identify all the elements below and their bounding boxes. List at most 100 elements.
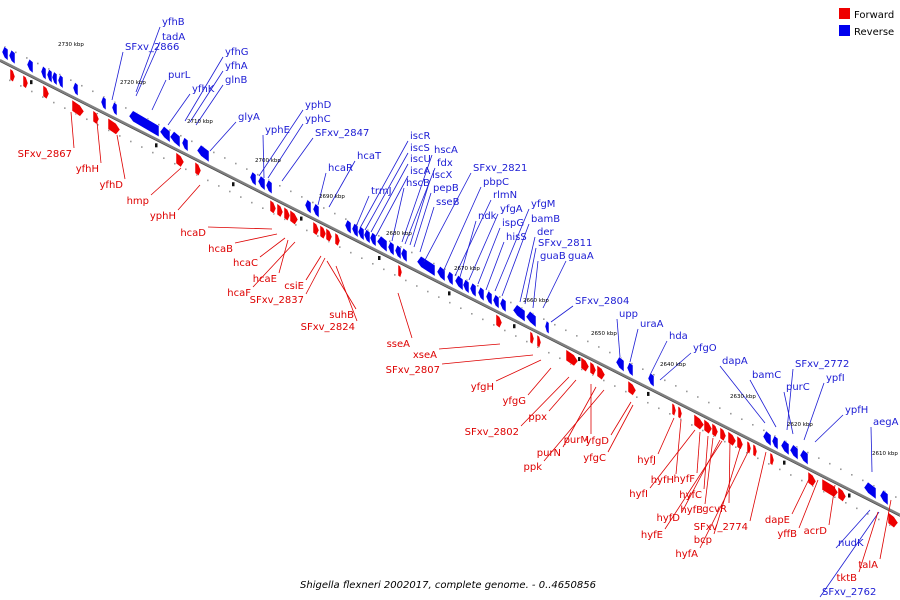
forward-track-dot xyxy=(614,385,616,387)
forward-track-dot xyxy=(680,418,682,421)
forward-gene-label-hyfi: hyfI xyxy=(629,489,648,500)
forward-track-dot xyxy=(537,346,539,348)
reverse-leader-pepb xyxy=(413,192,432,248)
reverse-gene-label-glnb: glnB xyxy=(225,75,247,86)
forward-gene-arrow-5 xyxy=(107,117,121,135)
forward-track-dot xyxy=(262,207,264,209)
forward-gene-arrow-7 xyxy=(194,161,202,177)
forward-leader-yfhd xyxy=(116,134,126,180)
forward-gene-label-ppx: ppx xyxy=(528,412,547,423)
reverse-track-dot xyxy=(323,207,325,209)
forward-gene-label-dape: dapE xyxy=(765,515,790,526)
reverse-leader-upp xyxy=(616,318,621,358)
forward-track-dot xyxy=(97,124,99,126)
reverse-leader-hcat xyxy=(328,160,356,208)
reverse-gene-arrow-38 xyxy=(499,297,507,313)
reverse-gene-arrow-44 xyxy=(647,372,655,388)
reverse-gene-label-sfxv-2847: SFxv_2847 xyxy=(315,128,369,139)
tick-mark xyxy=(155,143,158,148)
reverse-leader-ypfi xyxy=(803,382,825,441)
reverse-track-dot xyxy=(191,140,193,143)
reverse-gene-arrow-10 xyxy=(128,110,160,138)
reverse-gene-label-hiss: hisS xyxy=(506,232,527,243)
forward-gene-label-yfgh: yfgH xyxy=(471,382,494,393)
reverse-gene-arrow-48 xyxy=(789,444,799,461)
reverse-track-dot xyxy=(554,323,556,326)
reverse-track-dot xyxy=(158,123,160,126)
forward-gene-label-hyfj: hyfJ xyxy=(637,455,656,466)
forward-track-dot xyxy=(746,451,748,454)
forward-gene-arrow-8 xyxy=(269,199,277,215)
forward-leader-purn xyxy=(562,386,597,448)
kbp-label-2670-kbp: 2670 kbp xyxy=(454,266,480,272)
reverse-track-dot xyxy=(257,173,259,176)
reverse-track-dot xyxy=(334,212,336,215)
reverse-track-dot xyxy=(818,457,820,459)
reverse-gene-arrow-32 xyxy=(454,275,464,291)
reverse-gene-label-uraa: uraA xyxy=(640,319,664,330)
reverse-track-dot xyxy=(741,418,743,421)
reverse-leader-bamb xyxy=(501,223,530,297)
tick-mark xyxy=(300,216,303,221)
kbp-label-2720-kbp: 2720 kbp xyxy=(120,80,146,86)
reverse-track-dot xyxy=(92,90,94,93)
reverse-leader-sfxv-2847 xyxy=(281,137,314,182)
forward-track-dot xyxy=(416,285,418,287)
forward-gene-label-yfhd: yfhD xyxy=(100,180,124,191)
forward-gene-arrow-16 xyxy=(397,264,403,278)
forward-track-dot xyxy=(185,168,187,171)
forward-gene-arrow-3 xyxy=(71,99,85,117)
forward-gene-label-tktb: tktB xyxy=(837,573,858,584)
kbp-label-2710-kbp: 2710 kbp xyxy=(187,119,213,125)
forward-track-dot xyxy=(218,185,220,187)
forward-leader-hcae xyxy=(278,239,289,274)
tick-mark xyxy=(30,80,33,85)
reverse-gene-arrow-29 xyxy=(416,255,436,277)
backbone-shadow xyxy=(0,61,900,517)
forward-track-dot xyxy=(339,246,341,248)
forward-leader-hcad xyxy=(207,226,273,230)
reverse-gene-label-ndk: ndk xyxy=(478,211,497,222)
forward-track-dot xyxy=(724,440,726,443)
reverse-track-dot xyxy=(81,84,83,87)
reverse-leader-yphc xyxy=(267,123,304,179)
forward-gene-label-yfgd: yfgD xyxy=(586,436,610,447)
forward-track-dot xyxy=(42,96,44,98)
tick-mark xyxy=(578,357,581,362)
reverse-gene-label-nudk: nudK xyxy=(838,538,864,549)
forward-leader-yfgc xyxy=(607,404,634,453)
reverse-track-dot xyxy=(114,101,116,104)
reverse-leader-glnb xyxy=(195,84,224,126)
forward-track-dot xyxy=(460,307,462,310)
reverse-gene-label-iscr: iscR xyxy=(410,131,430,142)
reverse-leader-sfxv-2772 xyxy=(786,368,794,431)
forward-leader-sfxv-2837 xyxy=(305,257,326,295)
reverse-gene-label-tada: tadA xyxy=(162,32,185,43)
reverse-gene-arrow-24 xyxy=(369,232,377,248)
reverse-track-dot xyxy=(510,301,512,304)
forward-gene-arrow-20 xyxy=(565,349,579,367)
kbp-label-2660-kbp: 2660 kbp xyxy=(523,298,549,304)
kbp-label-2640-kbp: 2640 kbp xyxy=(660,362,686,368)
reverse-gene-label-yfhk: yfhK xyxy=(192,84,215,95)
reverse-leader-pbpc xyxy=(442,186,482,273)
forward-gene-label-purn: purN xyxy=(537,448,561,459)
reverse-gene-arrow-26 xyxy=(387,241,395,257)
reverse-leader-yfgm xyxy=(494,208,530,292)
forward-track-dot xyxy=(361,257,363,260)
reverse-track-dot xyxy=(444,268,446,270)
reverse-gene-label-sfxv-2762: SFxv_2762 xyxy=(822,587,876,598)
reverse-gene-arrow-27 xyxy=(394,244,402,260)
forward-gene-arrow-11 xyxy=(289,209,299,226)
reverse-leader-guab xyxy=(532,260,539,309)
reverse-leader-tada xyxy=(135,41,161,97)
legend-reverse-label: Reverse xyxy=(854,27,894,38)
kbp-label-2620-kbp: 2620 kbp xyxy=(787,422,813,428)
reverse-leader-yfha xyxy=(189,70,224,123)
forward-track-dot xyxy=(834,496,836,499)
forward-track-dot xyxy=(581,368,583,371)
reverse-leader-iscx xyxy=(409,179,431,246)
reverse-leader-sfxv-2866 xyxy=(111,51,124,101)
kbp-scale-labels: 2730 kbp 2720 kbp 2710 kbp 2700 kbp 2690 kbp… xyxy=(58,42,898,457)
forward-gene-label-yfgc: yfgC xyxy=(583,453,606,464)
